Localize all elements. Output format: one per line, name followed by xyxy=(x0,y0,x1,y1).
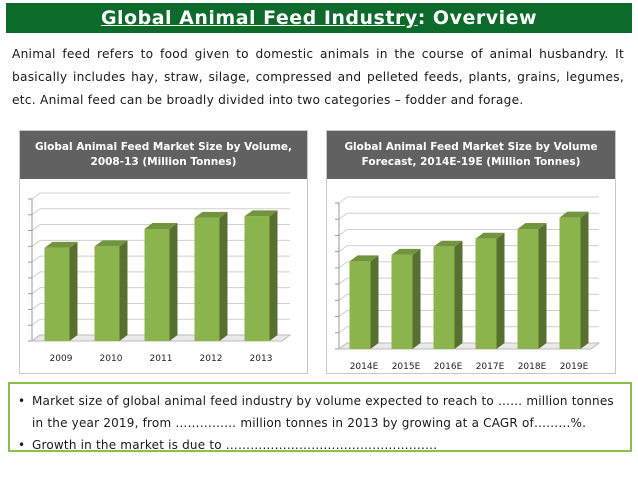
gridline-side xyxy=(31,224,41,231)
gridline-side xyxy=(338,310,348,317)
x-tick-label: 2013 xyxy=(250,354,273,364)
bar xyxy=(433,240,463,349)
gridline-side xyxy=(338,196,348,204)
bar xyxy=(94,240,128,341)
gridline-side xyxy=(31,255,41,263)
bar xyxy=(144,222,178,341)
x-tick-label: 2012 xyxy=(200,354,223,364)
gridline-side xyxy=(338,245,348,253)
bar xyxy=(44,241,78,341)
gridline-side xyxy=(31,192,41,200)
gridline-side xyxy=(31,318,41,326)
gridline-side xyxy=(338,293,348,301)
gridline-side xyxy=(31,208,41,216)
gridline-side xyxy=(338,277,348,285)
page-title: Global Animal Feed Industry: Overview xyxy=(6,3,632,33)
intro-paragraph: Animal feed refers to food given to dome… xyxy=(12,47,624,107)
gridline-side xyxy=(31,287,41,295)
chart-panel-historical: Global Animal Feed Market Size by Volume… xyxy=(19,130,308,374)
summary-bullet-2: Growth in the market is due to ………………………… xyxy=(18,434,620,456)
x-tick-label: 2010 xyxy=(100,354,123,364)
title-rest: : Overview xyxy=(417,7,538,29)
title-highlight: Global Animal Feed Industry xyxy=(100,7,418,29)
gridline-side xyxy=(31,271,41,279)
gridline-side xyxy=(338,229,348,236)
x-tick-label: 2009 xyxy=(50,354,73,364)
x-tick-label: 2017E xyxy=(476,362,505,372)
chart-title-historical: Global Animal Feed Market Size by Volume… xyxy=(20,131,307,179)
x-tick-label: 2018E xyxy=(518,362,547,372)
x-tick-label: 2011 xyxy=(150,354,173,364)
bar xyxy=(391,248,421,349)
x-tick-label: 2014E xyxy=(350,362,379,372)
gridline-side xyxy=(338,261,348,269)
bar xyxy=(244,210,278,341)
chart-forecast: 2014E 2015E 2016E 2017E 2018E 2019E xyxy=(335,196,601,372)
x-tick-label: 2016E xyxy=(434,362,463,372)
chart-historical: 2009 2010 2011 2012 2013 xyxy=(28,192,292,364)
gridline-side xyxy=(31,303,41,310)
gridline-side xyxy=(31,239,41,247)
bar xyxy=(349,255,379,349)
bar xyxy=(194,211,228,341)
x-tick-label: 2019E xyxy=(560,362,589,372)
bar xyxy=(475,232,505,349)
chart-title-forecast: Global Animal Feed Market Size by Volume… xyxy=(327,131,615,179)
gridline-side xyxy=(338,326,348,334)
x-tick-label: 2015E xyxy=(392,362,421,372)
bar xyxy=(517,222,547,349)
bar xyxy=(559,211,589,349)
summary-bullet-1: Market size of global animal feed indust… xyxy=(18,390,620,434)
chart-panel-forecast: Global Animal Feed Market Size by Volume… xyxy=(326,130,616,374)
summary-box: Market size of global animal feed indust… xyxy=(8,382,632,456)
gridline-side xyxy=(338,212,348,220)
